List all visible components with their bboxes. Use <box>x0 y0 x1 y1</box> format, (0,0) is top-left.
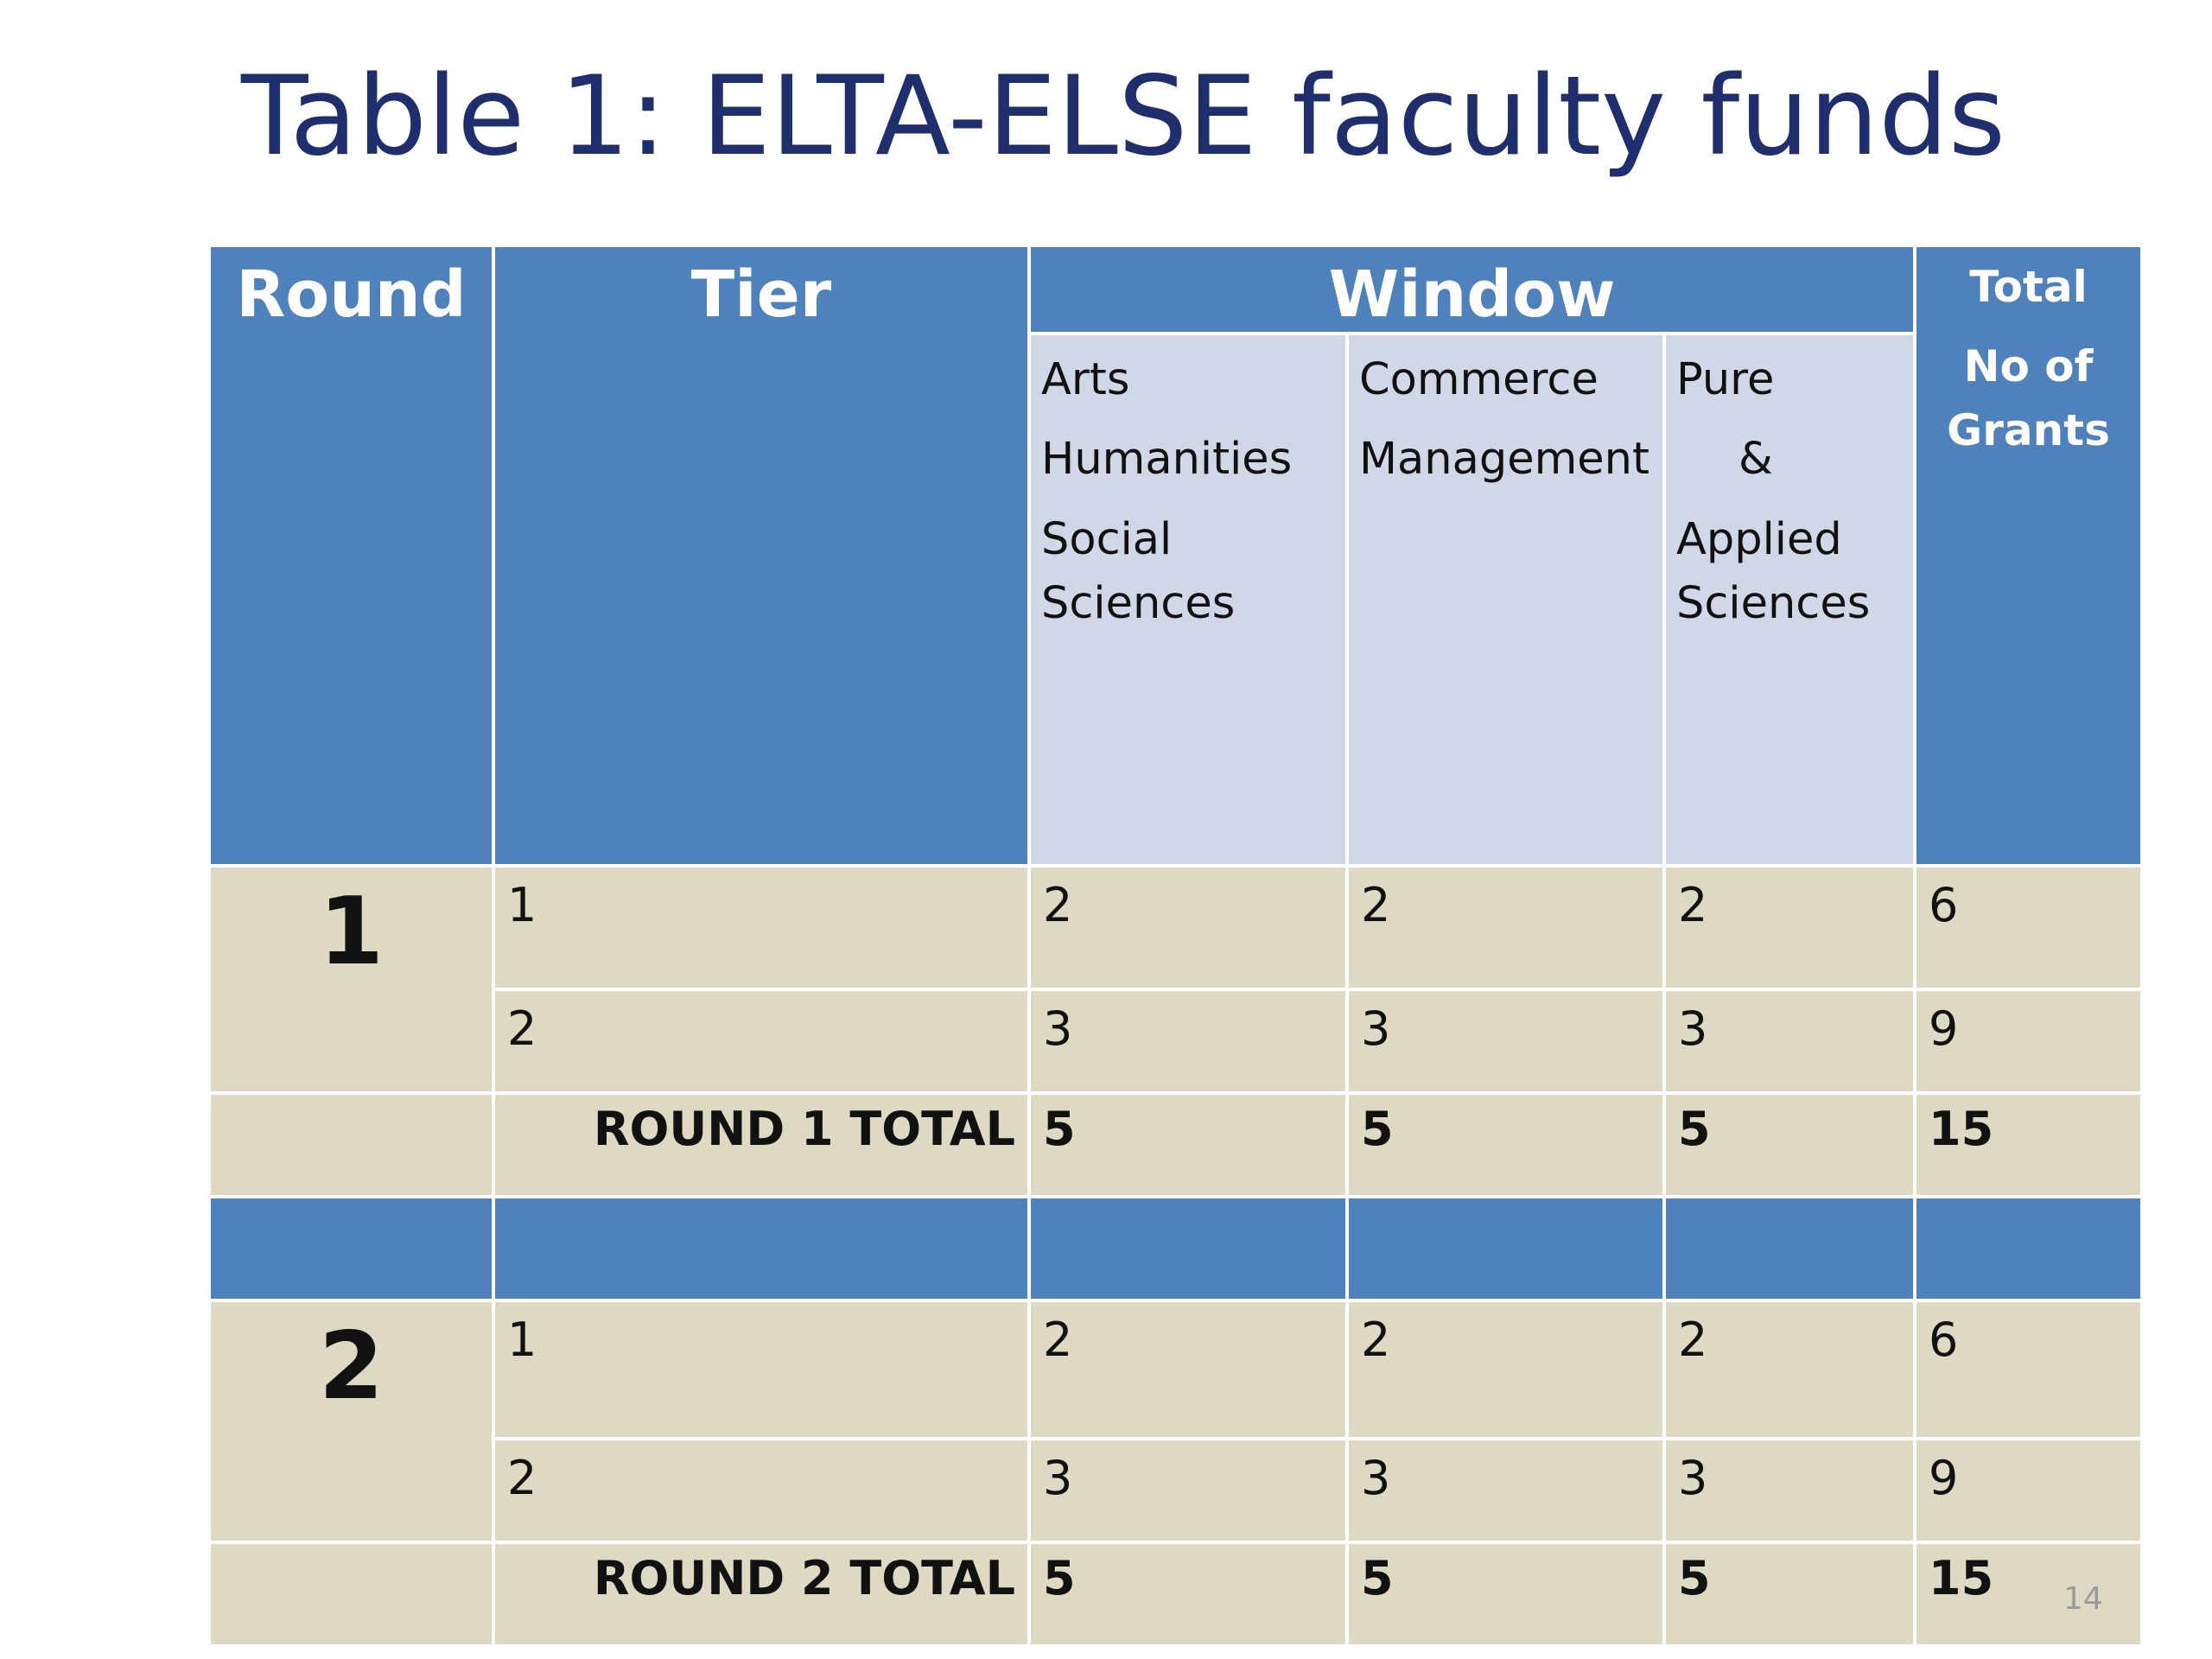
grand-total-cell: 15 <box>1913 1541 2145 1648</box>
separator-cell <box>207 1195 495 1302</box>
separator-cell <box>1913 1195 2145 1302</box>
total-cell: 6 <box>1913 864 2145 991</box>
header-tier: Tier <box>492 244 1031 868</box>
separator-cell <box>1345 1195 1666 1302</box>
separator-cell <box>492 1195 1031 1302</box>
commerce-cell: 3 <box>1345 1437 1666 1544</box>
round-total-label: ROUND 1 TOTAL <box>492 1091 1031 1198</box>
pure-cell: 2 <box>1662 1299 1917 1440</box>
separator-cell <box>1027 1195 1349 1302</box>
pure-total-cell: 5 <box>1662 1091 1917 1198</box>
total-cell: 9 <box>1913 1437 2145 1544</box>
commerce-cell: 3 <box>1345 988 1666 1095</box>
arts-cell: 3 <box>1027 988 1349 1095</box>
header-window: Window <box>1027 244 1917 335</box>
tier-cell: 1 <box>492 1299 1031 1440</box>
round-label: 2 <box>207 1299 495 1544</box>
arts-total-cell: 5 <box>1027 1541 1349 1648</box>
page-number: 14 <box>2063 1581 2103 1617</box>
pure-cell: 2 <box>1662 864 1917 991</box>
arts-cell: 3 <box>1027 1437 1349 1544</box>
funds-table: Round Tier Window Total No of Grants Art… <box>207 244 2145 1648</box>
window-pure-applied: Pure & Applied Sciences <box>1662 332 1917 868</box>
tier-cell: 1 <box>492 864 1031 991</box>
separator-cell <box>1662 1195 1917 1302</box>
commerce-total-cell: 5 <box>1345 1091 1666 1198</box>
pure-total-cell: 5 <box>1662 1541 1917 1648</box>
window-commerce: Commerce Management <box>1345 332 1666 868</box>
header-round: Round <box>207 244 495 868</box>
commerce-cell: 2 <box>1345 1299 1666 1440</box>
round-total-label: ROUND 2 TOTAL <box>492 1541 1031 1648</box>
total-cell: 9 <box>1913 988 2145 1095</box>
empty-cell <box>207 1091 495 1198</box>
arts-total-cell: 5 <box>1027 1091 1349 1198</box>
header-total-grants: Total No of Grants <box>1913 244 2145 868</box>
window-arts: Arts Humanities Social Sciences <box>1027 332 1349 868</box>
pure-cell: 3 <box>1662 1437 1917 1544</box>
round-label: 1 <box>207 864 495 1095</box>
arts-cell: 2 <box>1027 1299 1349 1440</box>
page-title: Table 1: ELTA-ELSE faculty funds <box>240 52 2006 180</box>
commerce-total-cell: 5 <box>1345 1541 1666 1648</box>
grand-total-cell: 15 <box>1913 1091 2145 1198</box>
commerce-cell: 2 <box>1345 864 1666 991</box>
empty-cell <box>207 1541 495 1648</box>
pure-cell: 3 <box>1662 988 1917 1095</box>
total-cell: 6 <box>1913 1299 2145 1440</box>
arts-cell: 2 <box>1027 864 1349 991</box>
tier-cell: 2 <box>492 988 1031 1095</box>
tier-cell: 2 <box>492 1437 1031 1544</box>
